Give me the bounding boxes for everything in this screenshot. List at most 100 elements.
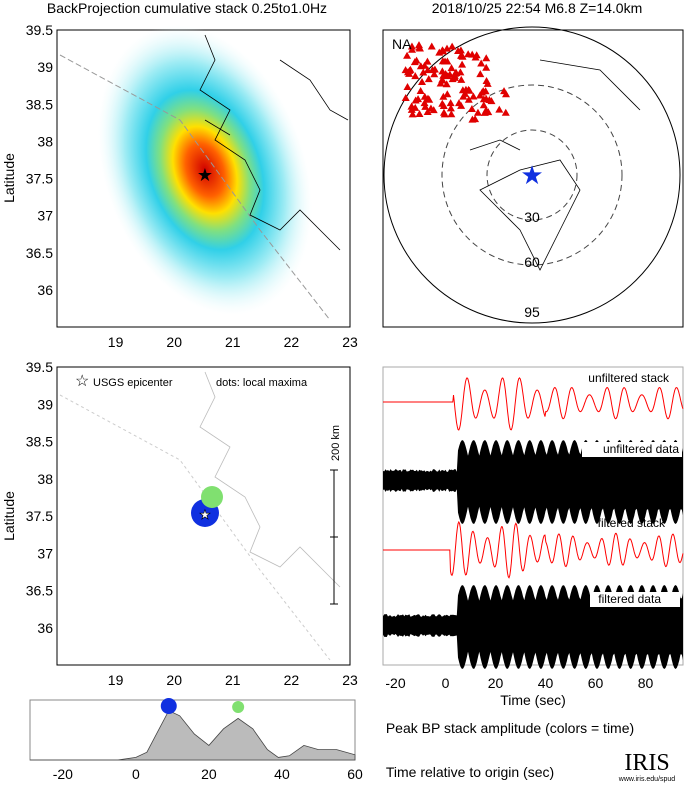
x-tick-label: 60 — [347, 766, 363, 782]
ring-label: 60 — [524, 254, 540, 270]
station-triangle — [423, 66, 432, 74]
station-triangle — [403, 68, 412, 76]
x-tick-label: 23 — [342, 334, 358, 350]
station-triangle — [408, 45, 417, 53]
ylabel: Latitude — [1, 491, 17, 541]
station-triangle — [411, 103, 420, 111]
y-tick-label: 37.5 — [26, 508, 53, 524]
station-triangle — [442, 44, 451, 52]
station-triangle — [500, 87, 509, 95]
station-triangle — [473, 108, 482, 116]
x-tick-label: 20 — [488, 675, 504, 691]
y-tick-label: 37 — [37, 208, 53, 224]
station-triangle — [461, 85, 470, 93]
trace-label: unfiltered stack — [588, 371, 670, 385]
x-tick-label: 21 — [225, 672, 241, 688]
station-triangle — [484, 108, 493, 116]
legend-star-icon: ☆ — [75, 373, 89, 390]
ring-label: 95 — [524, 304, 540, 320]
x-tick-label: 20 — [166, 672, 182, 688]
station-triangle — [450, 73, 459, 81]
x-tick-label: 20 — [201, 766, 217, 782]
station-triangle — [438, 67, 447, 75]
panel-maxima-map: ☆ USGS epicenter dots: local maxima 200 … — [1, 359, 358, 688]
panel-peak-amplitude: -20 0 20 40 60 Peak BP stack amplitude (colo… — [29, 698, 634, 782]
x-tick-label: 21 — [225, 334, 241, 350]
event-star-icon: ★ — [520, 160, 543, 190]
station-triangle — [411, 96, 420, 104]
epicenter-star-icon: ★ — [197, 165, 213, 185]
station-triangle — [477, 59, 486, 67]
station-triangle — [464, 95, 473, 103]
logo-text: IRIS — [624, 750, 669, 776]
y-tick-label: 38.5 — [26, 434, 53, 450]
station-triangle — [461, 89, 470, 97]
station-triangle — [479, 101, 488, 109]
panel-station-map: ★ NA 30 60 95 — [382, 26, 684, 328]
station-triangle — [414, 41, 423, 49]
station-triangle — [441, 57, 450, 65]
x-tick-label: 80 — [638, 675, 654, 691]
x-tick-label: 20 — [166, 334, 182, 350]
station-triangle — [438, 46, 447, 54]
station-triangle — [447, 64, 456, 72]
title-left: BackProjection cumulative stack 0.25to1.… — [47, 0, 327, 16]
iris-logo: IRIS www.iris.edu/spud — [618, 750, 676, 783]
station-triangle — [501, 108, 510, 116]
y-tick-label: 36 — [37, 620, 53, 636]
station-triangle — [442, 80, 451, 88]
coastline — [199, 34, 349, 251]
stack-trace — [383, 520, 684, 579]
station-triangle — [471, 53, 480, 61]
amp-xlabel: Time relative to origin (sec) — [386, 764, 554, 780]
title-right: 2018/10/25 22:54 M6.8 Z=14.0km — [432, 0, 643, 16]
plate-boundary — [59, 54, 331, 321]
station-triangle — [454, 99, 463, 107]
station-triangle — [438, 75, 447, 83]
station-triangle — [446, 99, 455, 107]
coastline — [199, 371, 341, 588]
station-triangle — [416, 62, 425, 70]
station-triangle — [454, 47, 463, 55]
panel-stack-map: ★ 19 20 21 22 23 39.5 39 38.5 38 37.5 37 36.5 36 Lat… — [1, 22, 358, 350]
y-tick-label: 38.5 — [26, 96, 53, 112]
station-triangle — [427, 42, 436, 50]
peak-marker-green — [232, 701, 245, 713]
station-triangle — [424, 75, 433, 83]
continents — [469, 59, 641, 271]
x-tick-label: 22 — [284, 334, 300, 350]
amplitude-area — [30, 710, 356, 761]
station-triangle — [439, 92, 448, 100]
trace-label: filtered stack — [598, 516, 666, 530]
station-triangle — [443, 72, 452, 80]
station-triangle — [403, 83, 412, 91]
station-triangle — [469, 92, 478, 100]
y-tick-label: 38 — [37, 471, 53, 487]
station-triangle — [423, 57, 432, 65]
station-triangle — [482, 77, 491, 85]
epicenter-star-icon: ★ — [199, 507, 211, 522]
station-triangle — [482, 54, 491, 62]
station-triangle — [421, 102, 430, 110]
x-tick-label: -20 — [53, 766, 73, 782]
station-triangle — [418, 77, 427, 85]
y-tick-label: 39.5 — [26, 359, 53, 375]
station-triangle — [419, 68, 428, 76]
station-triangle — [415, 109, 424, 117]
station-triangle — [448, 42, 457, 50]
station-triangle — [443, 90, 452, 98]
ring-label: 30 — [524, 209, 540, 225]
station-triangle — [420, 92, 429, 100]
region-label: NA — [392, 36, 412, 52]
station-triangle — [457, 75, 466, 83]
trace-label: unfiltered data — [603, 442, 679, 456]
station-triangle — [495, 105, 504, 113]
y-tick-label: 37.5 — [26, 171, 53, 187]
data-traces — [383, 440, 683, 524]
station-triangle — [436, 79, 445, 87]
stations — [401, 41, 511, 123]
station-triangle — [468, 50, 477, 58]
y-tick-label: 36.5 — [26, 245, 53, 261]
station-triangle — [487, 97, 496, 105]
